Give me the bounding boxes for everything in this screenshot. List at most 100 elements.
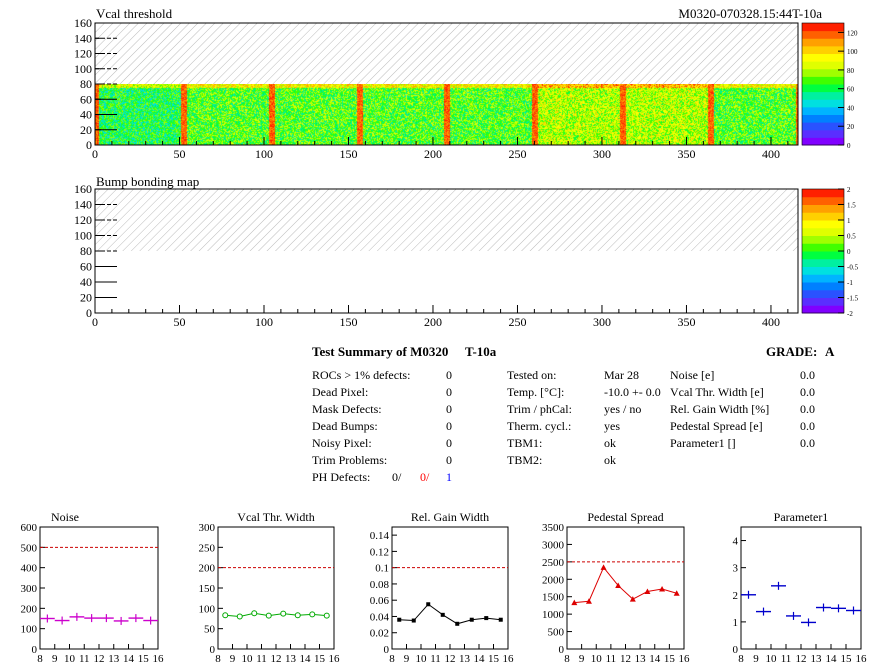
condition-label: TBM1: (507, 436, 543, 450)
x-tick-label: 150 (339, 147, 357, 161)
x-tick-label: 12 (271, 653, 282, 665)
x-tick-label: 9 (753, 653, 759, 665)
grade-label: GRADE: (766, 344, 818, 359)
color-scale-band (802, 212, 844, 221)
result-label: Rel. Gain Width [%] (670, 402, 770, 416)
data-point (600, 564, 607, 570)
bump-map-title: Bump bonding map (96, 174, 199, 189)
y-tick-label: 1500 (542, 592, 565, 604)
result-value: 0.0 (800, 385, 815, 399)
y-tick-label: 500 (21, 542, 38, 554)
y-tick-label: 3500 (542, 522, 565, 534)
condition-value: yes / no (604, 402, 642, 416)
y-tick-label: 100 (21, 624, 38, 636)
y-tick-label: 0.1 (375, 563, 389, 575)
color-scale-band (802, 45, 844, 54)
y-tick-label: 100 (74, 62, 92, 76)
masked-region (95, 23, 798, 84)
color-scale-label: -1.5 (847, 295, 859, 303)
color-scale-label: 40 (847, 104, 855, 112)
color-scale-label: 0 (847, 142, 851, 150)
y-tick-label: 200 (21, 603, 38, 615)
condition-value: ok (604, 436, 616, 450)
y-tick-label: 0.14 (370, 530, 390, 542)
color-scale-band (802, 297, 844, 306)
defect-value: 0 (446, 385, 452, 399)
x-tick-label: 200 (424, 315, 442, 329)
x-tick-label: 50 (173, 147, 185, 161)
y-tick-label: 0.02 (370, 628, 389, 640)
x-tick-label: 13 (285, 653, 297, 665)
x-tick-label: 250 (508, 315, 526, 329)
y-tick-label: 20 (80, 123, 92, 137)
result-label: Vcal Thr. Width [e] (670, 385, 764, 399)
color-scale-band (802, 258, 844, 267)
defect-value: 0 (446, 419, 452, 433)
condition-value: yes (604, 419, 620, 433)
y-tick-label: 1 (733, 617, 739, 629)
ph-defect-value-black: 0/ (392, 470, 402, 484)
x-tick-label: 10 (64, 653, 76, 665)
defect-label: Mask Defects: (312, 402, 382, 416)
y-tick-label: 100 (74, 229, 92, 243)
y-tick-label: 300 (21, 583, 38, 595)
y-tick-label: 300 (199, 522, 216, 534)
plot-frame (391, 526, 509, 650)
x-tick-label: 0 (92, 147, 98, 161)
y-tick-label: 2500 (542, 557, 565, 569)
y-tick-label: 60 (80, 92, 92, 106)
y-tick-label: 0.12 (370, 546, 389, 558)
x-tick-label: 400 (762, 315, 780, 329)
color-scale-label: 2 (847, 186, 851, 194)
condition-label: TBM2: (507, 453, 543, 467)
series-line (574, 566, 677, 604)
x-tick-label: 350 (677, 315, 695, 329)
color-scale: 0 20 40 60 80 100 120 (801, 22, 858, 150)
color-scale-band (802, 38, 844, 47)
ph-defect-value-red: 0/ (420, 470, 430, 484)
x-tick-label: 16 (503, 653, 515, 665)
y-tick-label: 4 (733, 536, 739, 548)
x-tick-label: 8 (215, 653, 221, 665)
x-tick-label: 300 (593, 147, 611, 161)
x-tick-label: 13 (811, 653, 823, 665)
color-scale-band (802, 122, 844, 131)
ph-defects-label: PH Defects: (312, 470, 371, 484)
x-tick-label: 12 (94, 653, 105, 665)
defect-value: 0 (446, 402, 452, 416)
masked-region (95, 189, 798, 251)
data-point (294, 612, 301, 619)
x-tick-label: 11 (606, 653, 617, 665)
defect-value: 0 (446, 368, 452, 382)
data-point (280, 610, 287, 617)
color-scale-band (802, 23, 844, 32)
y-tick-label: 1000 (542, 609, 565, 621)
y-tick-label: 3 (733, 563, 739, 575)
x-tick-label: 9 (579, 653, 585, 665)
color-scale-band (802, 84, 844, 93)
x-tick-label: 11 (430, 653, 441, 665)
y-tick-label: 2000 (542, 574, 565, 586)
data-point (455, 621, 460, 626)
x-tick-label: 8 (37, 653, 43, 665)
y-tick-label: 400 (21, 563, 38, 575)
y-tick-label: 200 (199, 563, 216, 575)
color-scale-band (802, 129, 844, 138)
ph-defect-value-blue: 1 (446, 470, 452, 484)
x-tick-label: 250 (508, 147, 526, 161)
y-tick-label: 60 (80, 260, 92, 274)
color-scale-band (802, 305, 844, 314)
data-point (309, 611, 316, 618)
summary-title: Test Summary of M0320 (312, 344, 449, 359)
plot-title: Rel. Gain Width (411, 510, 489, 524)
x-tick-label: 150 (339, 315, 357, 329)
data-point (498, 617, 503, 622)
plot-frame (566, 526, 685, 650)
x-tick-label: 12 (796, 653, 807, 665)
color-scale-label: 20 (847, 123, 855, 131)
data-point (251, 610, 258, 617)
